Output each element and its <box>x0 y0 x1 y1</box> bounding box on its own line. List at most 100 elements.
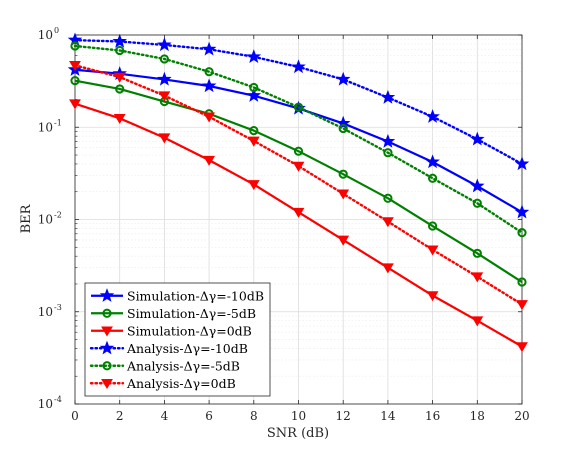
x-tick-label: 10 <box>291 409 306 423</box>
legend-entry: Simulation-Δγ=-5dB <box>91 306 256 321</box>
y-tick-exponent: -3 <box>54 303 62 312</box>
data-point <box>472 198 482 208</box>
data-point <box>113 114 126 125</box>
legend-marker <box>101 378 113 389</box>
y-tick-exponent: -1 <box>54 118 62 127</box>
data-point <box>335 71 351 86</box>
data-point <box>514 156 530 171</box>
data-point <box>204 67 214 77</box>
series-4 <box>70 41 527 238</box>
data-point <box>158 133 171 144</box>
x-tick-label: 12 <box>336 409 351 423</box>
data-point <box>201 41 217 56</box>
data-point <box>383 148 393 158</box>
data-point <box>157 71 172 86</box>
x-tick-label: 6 <box>205 409 213 423</box>
legend: Simulation-Δγ=-10dB Simulation-Δγ=-5dB Sim… <box>84 282 271 397</box>
data-point <box>516 342 528 353</box>
data-point <box>425 154 440 169</box>
data-point <box>382 263 394 274</box>
x-tick-label: 2 <box>116 409 124 423</box>
data-point <box>113 72 126 83</box>
legend-marker <box>101 326 113 337</box>
data-point <box>516 300 528 311</box>
series-3 <box>67 32 530 171</box>
legend-entry: Simulation-Δγ=0dB <box>91 323 252 338</box>
data-point <box>69 99 81 110</box>
legend-box <box>84 282 271 397</box>
data-point <box>70 41 80 51</box>
legend-entry: Simulation-Δγ=-10dB <box>91 288 264 303</box>
data-point <box>338 123 348 134</box>
legend-label: Simulation-Δγ=0dB <box>127 323 252 338</box>
data-point <box>203 155 215 166</box>
data-point <box>249 125 259 136</box>
data-point <box>112 33 127 48</box>
legend-entry: Analysis-Δγ=-5dB <box>89 358 240 373</box>
data-point <box>246 49 262 64</box>
data-point <box>472 248 482 258</box>
legend-label: Simulation-Δγ=-5dB <box>127 306 256 321</box>
legend-marker <box>102 361 112 371</box>
data-point <box>292 161 305 172</box>
data-point <box>470 131 485 146</box>
y-tick-exponent: -4 <box>54 395 62 404</box>
legend-marker <box>102 308 112 318</box>
series-line <box>73 64 524 306</box>
y-tick-label: 10 <box>38 120 53 134</box>
data-point <box>517 228 527 238</box>
data-point <box>383 193 393 203</box>
legend-label: Analysis-Δγ=-10dB <box>126 341 248 356</box>
data-point <box>338 169 348 179</box>
series-layer <box>67 32 530 353</box>
series-line <box>74 79 523 283</box>
data-point <box>201 78 217 93</box>
series-2 <box>69 99 528 353</box>
data-point <box>380 89 396 104</box>
data-point <box>426 245 439 256</box>
x-tick-label: 16 <box>425 409 440 423</box>
data-point <box>471 316 484 327</box>
data-point <box>517 277 527 287</box>
data-point <box>380 133 396 148</box>
data-point <box>293 146 304 156</box>
x-axis-label: SNR (dB) <box>267 426 329 441</box>
legend-label: Analysis-Δγ=0dB <box>126 376 236 391</box>
data-point <box>159 54 169 64</box>
y-axis-label: BER <box>19 203 34 233</box>
legend-marker <box>99 340 115 355</box>
x-tick-label: 18 <box>470 409 485 423</box>
data-point <box>426 291 439 302</box>
data-point <box>157 37 172 52</box>
data-point <box>247 180 260 191</box>
x-tick-label: 20 <box>514 409 529 423</box>
y-tick-exponent: 0 <box>54 26 59 35</box>
data-point <box>337 189 350 200</box>
data-point <box>115 45 125 56</box>
data-point <box>69 60 81 71</box>
data-point <box>293 102 304 112</box>
data-point <box>428 173 438 183</box>
data-point <box>335 115 351 130</box>
x-tick-label: 4 <box>161 409 169 423</box>
legend-entry: Analysis-Δγ=-10dB <box>89 340 248 356</box>
y-tick-label: 10 <box>38 305 53 319</box>
y-tick-label: 10 <box>38 213 53 227</box>
y-tick-label: 10 <box>38 397 53 411</box>
series-line <box>73 44 524 234</box>
legend-entry: Analysis-Δγ=0dB <box>89 376 236 391</box>
data-point <box>470 178 485 193</box>
data-point <box>249 82 259 93</box>
data-point <box>115 84 125 94</box>
data-point <box>471 272 484 283</box>
data-point <box>428 221 438 231</box>
legend-marker <box>99 288 115 302</box>
x-tick-label: 14 <box>380 409 396 423</box>
x-tick-label: 0 <box>71 409 79 423</box>
data-point <box>382 217 394 228</box>
data-point <box>70 76 80 86</box>
data-point <box>425 109 440 123</box>
legend-label: Simulation-Δγ=-10dB <box>127 288 264 303</box>
